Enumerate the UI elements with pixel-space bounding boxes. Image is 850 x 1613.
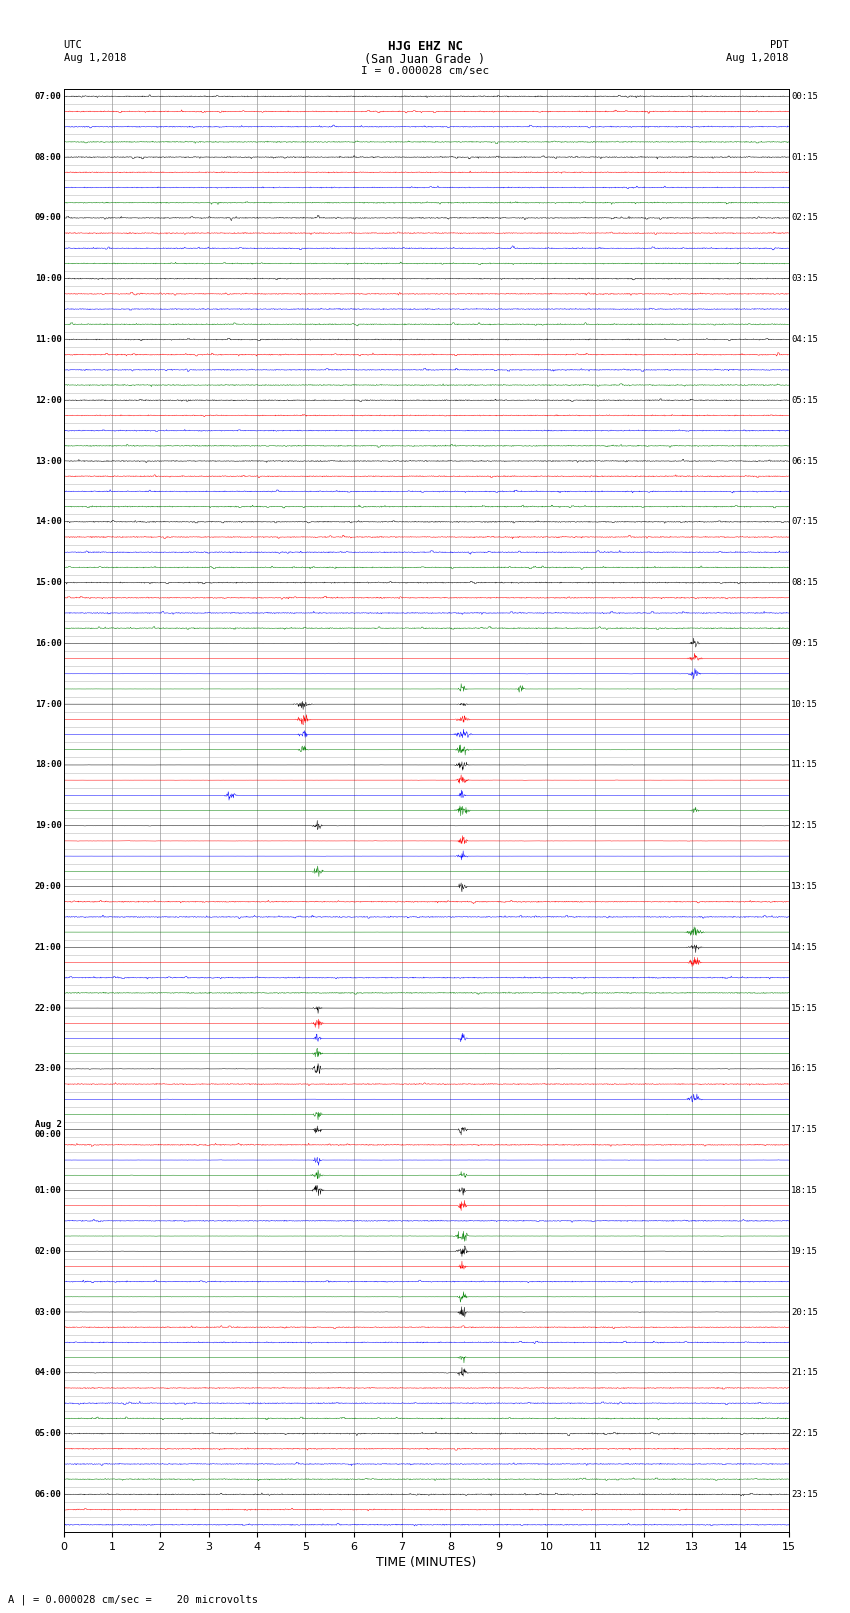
Text: 01:15: 01:15 — [791, 153, 818, 161]
Text: 03:00: 03:00 — [35, 1308, 61, 1316]
Text: 09:00: 09:00 — [35, 213, 61, 223]
Text: 14:00: 14:00 — [35, 518, 61, 526]
Text: Aug 1,2018: Aug 1,2018 — [726, 53, 789, 63]
Text: 06:00: 06:00 — [35, 1490, 61, 1498]
Text: 23:00: 23:00 — [35, 1065, 61, 1073]
Text: 11:00: 11:00 — [35, 336, 61, 344]
Text: 13:15: 13:15 — [791, 882, 818, 890]
Text: 21:15: 21:15 — [791, 1368, 818, 1378]
Text: 16:00: 16:00 — [35, 639, 61, 648]
Text: 20:15: 20:15 — [791, 1308, 818, 1316]
Text: 10:00: 10:00 — [35, 274, 61, 284]
Text: 07:15: 07:15 — [791, 518, 818, 526]
Text: 02:15: 02:15 — [791, 213, 818, 223]
Text: 23:15: 23:15 — [791, 1490, 818, 1498]
Text: 19:15: 19:15 — [791, 1247, 818, 1257]
Text: 12:00: 12:00 — [35, 395, 61, 405]
Text: 18:15: 18:15 — [791, 1186, 818, 1195]
Text: 06:15: 06:15 — [791, 456, 818, 466]
Text: 01:00: 01:00 — [35, 1186, 61, 1195]
Text: 20:00: 20:00 — [35, 882, 61, 890]
Text: 12:15: 12:15 — [791, 821, 818, 831]
Text: 02:00: 02:00 — [35, 1247, 61, 1257]
Text: Aug 1,2018: Aug 1,2018 — [64, 53, 127, 63]
Text: A | = 0.000028 cm/sec =    20 microvolts: A | = 0.000028 cm/sec = 20 microvolts — [8, 1594, 258, 1605]
Text: 08:15: 08:15 — [791, 577, 818, 587]
Text: 11:15: 11:15 — [791, 760, 818, 769]
Text: Aug 2
00:00: Aug 2 00:00 — [35, 1119, 61, 1139]
Text: I = 0.000028 cm/sec: I = 0.000028 cm/sec — [361, 66, 489, 76]
Text: 08:00: 08:00 — [35, 153, 61, 161]
Text: 17:00: 17:00 — [35, 700, 61, 708]
Text: 21:00: 21:00 — [35, 942, 61, 952]
Text: 18:00: 18:00 — [35, 760, 61, 769]
Text: 04:15: 04:15 — [791, 336, 818, 344]
Text: 00:15: 00:15 — [791, 92, 818, 102]
Text: 14:15: 14:15 — [791, 942, 818, 952]
Text: 16:15: 16:15 — [791, 1065, 818, 1073]
Text: 05:15: 05:15 — [791, 395, 818, 405]
Text: UTC: UTC — [64, 40, 82, 50]
Text: 13:00: 13:00 — [35, 456, 61, 466]
Text: (San Juan Grade ): (San Juan Grade ) — [365, 53, 485, 66]
Text: 15:00: 15:00 — [35, 577, 61, 587]
Text: 03:15: 03:15 — [791, 274, 818, 284]
Text: 19:00: 19:00 — [35, 821, 61, 831]
Text: PDT: PDT — [770, 40, 789, 50]
Text: 07:00: 07:00 — [35, 92, 61, 102]
X-axis label: TIME (MINUTES): TIME (MINUTES) — [377, 1557, 476, 1569]
Text: 22:00: 22:00 — [35, 1003, 61, 1013]
Text: 15:15: 15:15 — [791, 1003, 818, 1013]
Text: 22:15: 22:15 — [791, 1429, 818, 1439]
Text: 10:15: 10:15 — [791, 700, 818, 708]
Text: HJG EHZ NC: HJG EHZ NC — [388, 40, 462, 53]
Text: 17:15: 17:15 — [791, 1126, 818, 1134]
Text: 05:00: 05:00 — [35, 1429, 61, 1439]
Text: 09:15: 09:15 — [791, 639, 818, 648]
Text: 04:00: 04:00 — [35, 1368, 61, 1378]
